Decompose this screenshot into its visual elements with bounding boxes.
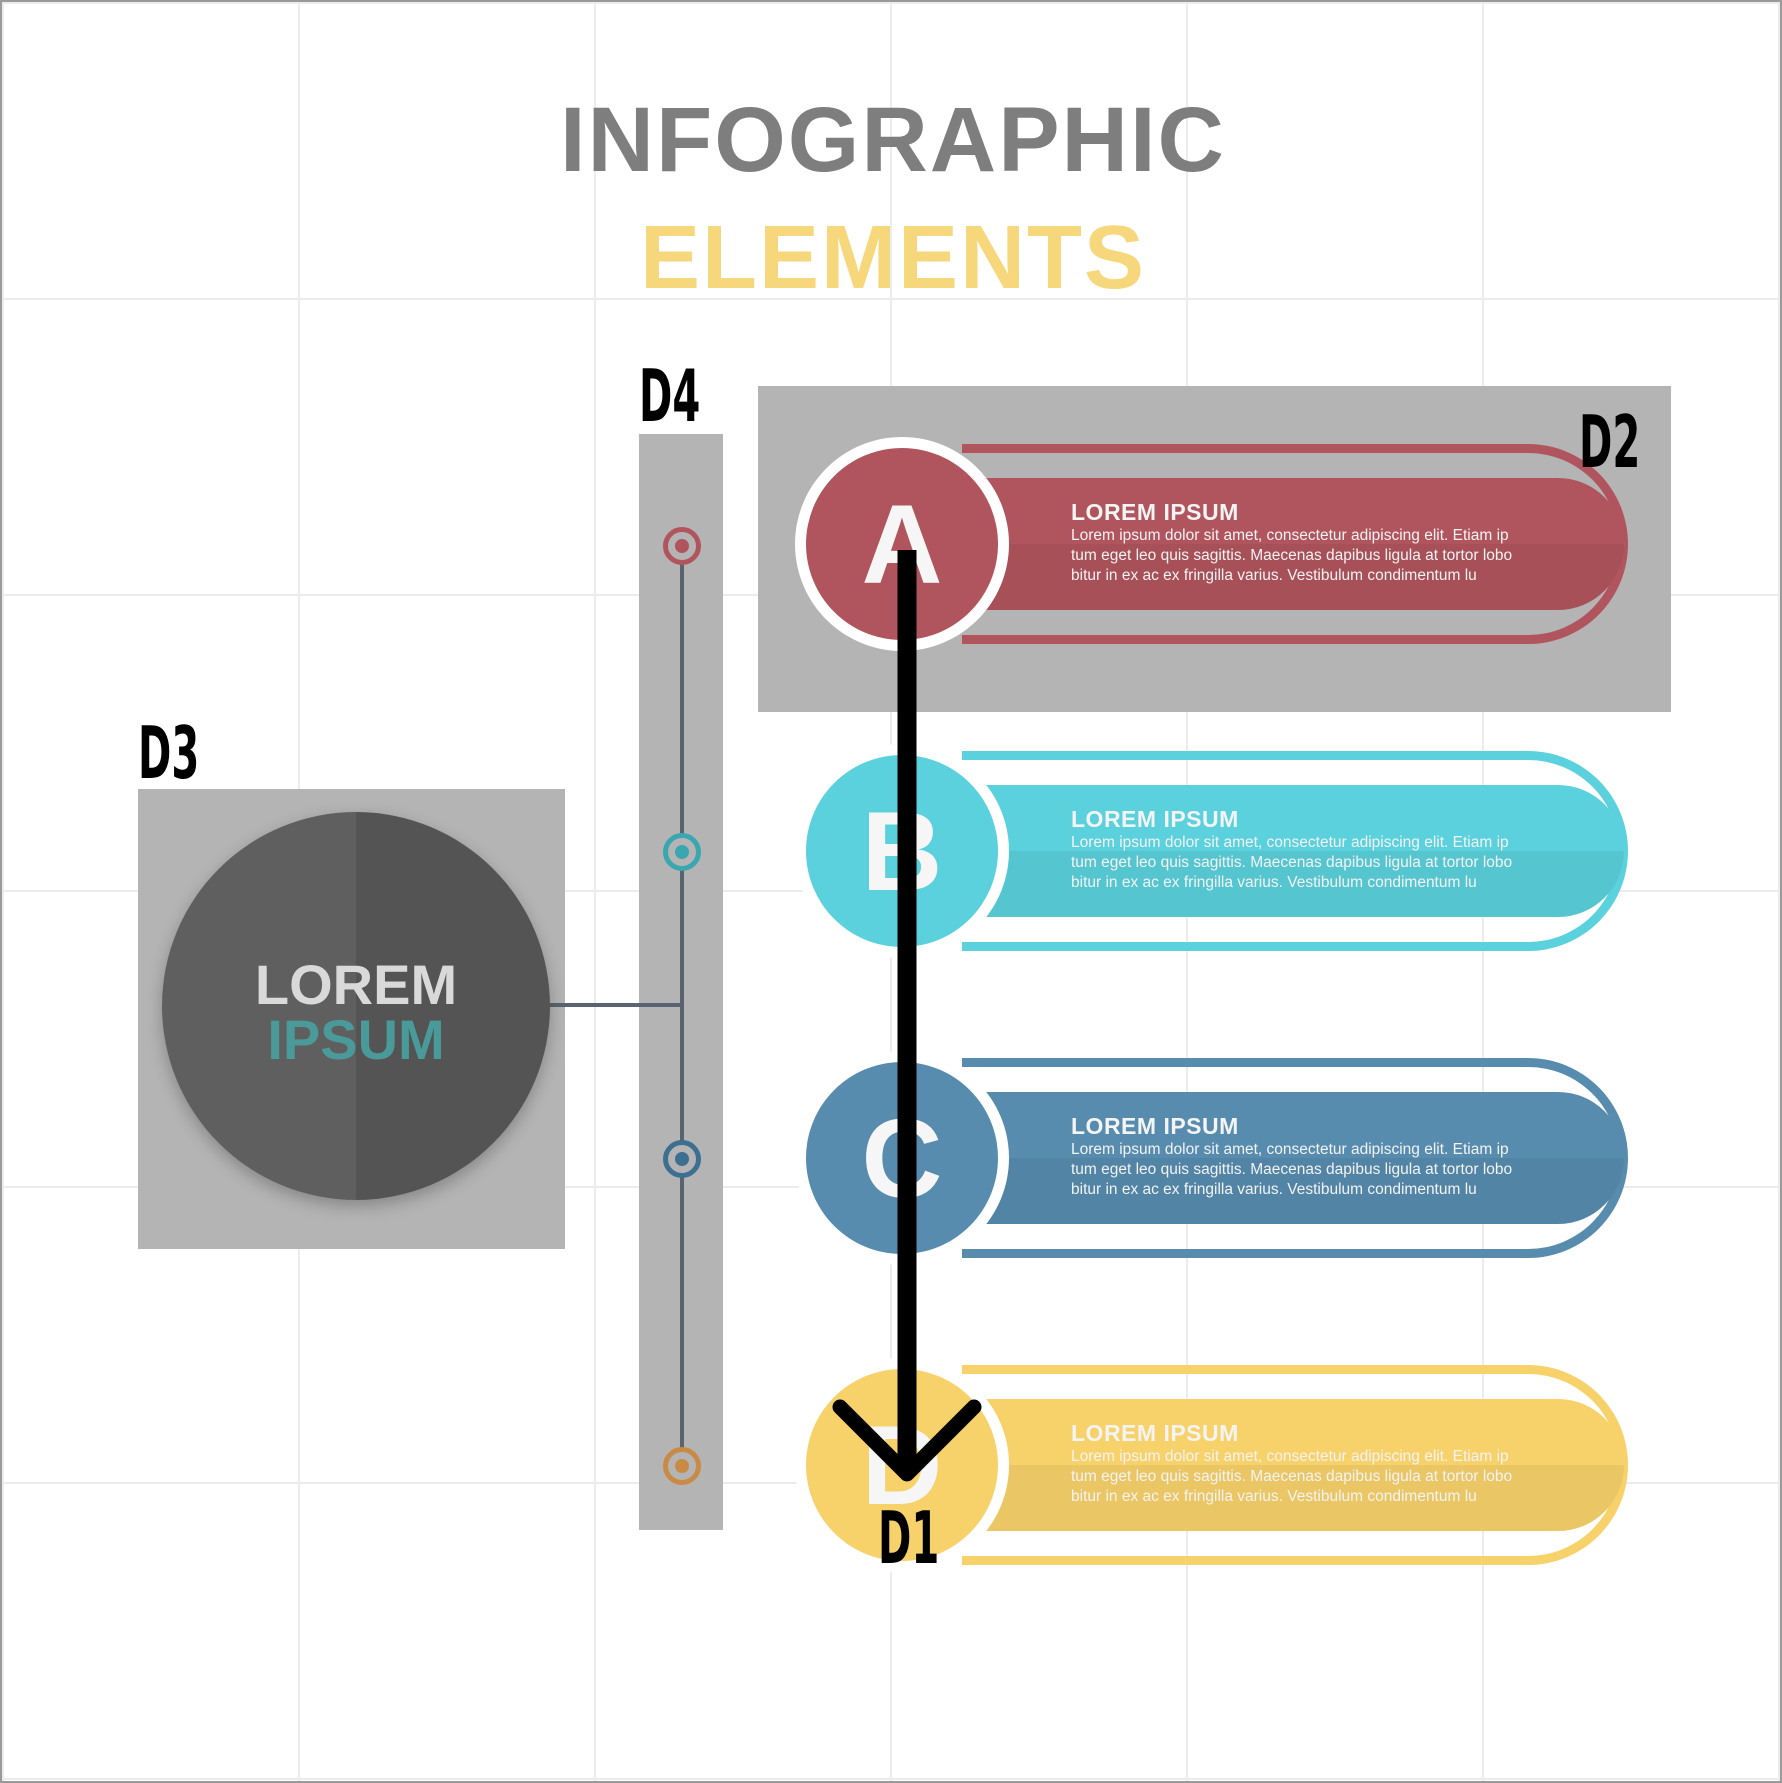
timeline-dot-b [663, 833, 701, 871]
timeline-dot-d [663, 1447, 701, 1485]
annotation-d4: D4 [639, 354, 701, 438]
title-infographic: INFOGRAPHIC [560, 89, 1226, 191]
hub-word-ipsum: IPSUM [267, 1008, 445, 1071]
annotation-d3: D3 [138, 711, 200, 795]
item-b-heading: LOREM IPSUM [1071, 806, 1239, 832]
item-a-heading: LOREM IPSUM [1071, 499, 1239, 525]
item-d-heading: LOREM IPSUM [1071, 1420, 1239, 1446]
item-c-body: Lorem ipsum dolor sit amet, consectetur … [1071, 1141, 1513, 1198]
item-c-heading: LOREM IPSUM [1071, 1113, 1239, 1139]
item-a-body: Lorem ipsum dolor sit amet, consectetur … [1071, 527, 1513, 584]
hub-circle: LOREM IPSUM [162, 812, 550, 1200]
item-d-body: Lorem ipsum dolor sit amet, consectetur … [1071, 1448, 1513, 1505]
item-b-body: Lorem ipsum dolor sit amet, consectetur … [1071, 834, 1513, 891]
annotation-d1: D1 [878, 1496, 940, 1580]
annotation-d2: D2 [1579, 400, 1641, 484]
timeline-dot-c [663, 1140, 701, 1178]
title-elements: ELEMENTS [639, 208, 1147, 308]
timeline-dot-a [663, 527, 701, 565]
hub-word-lorem: LOREM [254, 953, 458, 1016]
